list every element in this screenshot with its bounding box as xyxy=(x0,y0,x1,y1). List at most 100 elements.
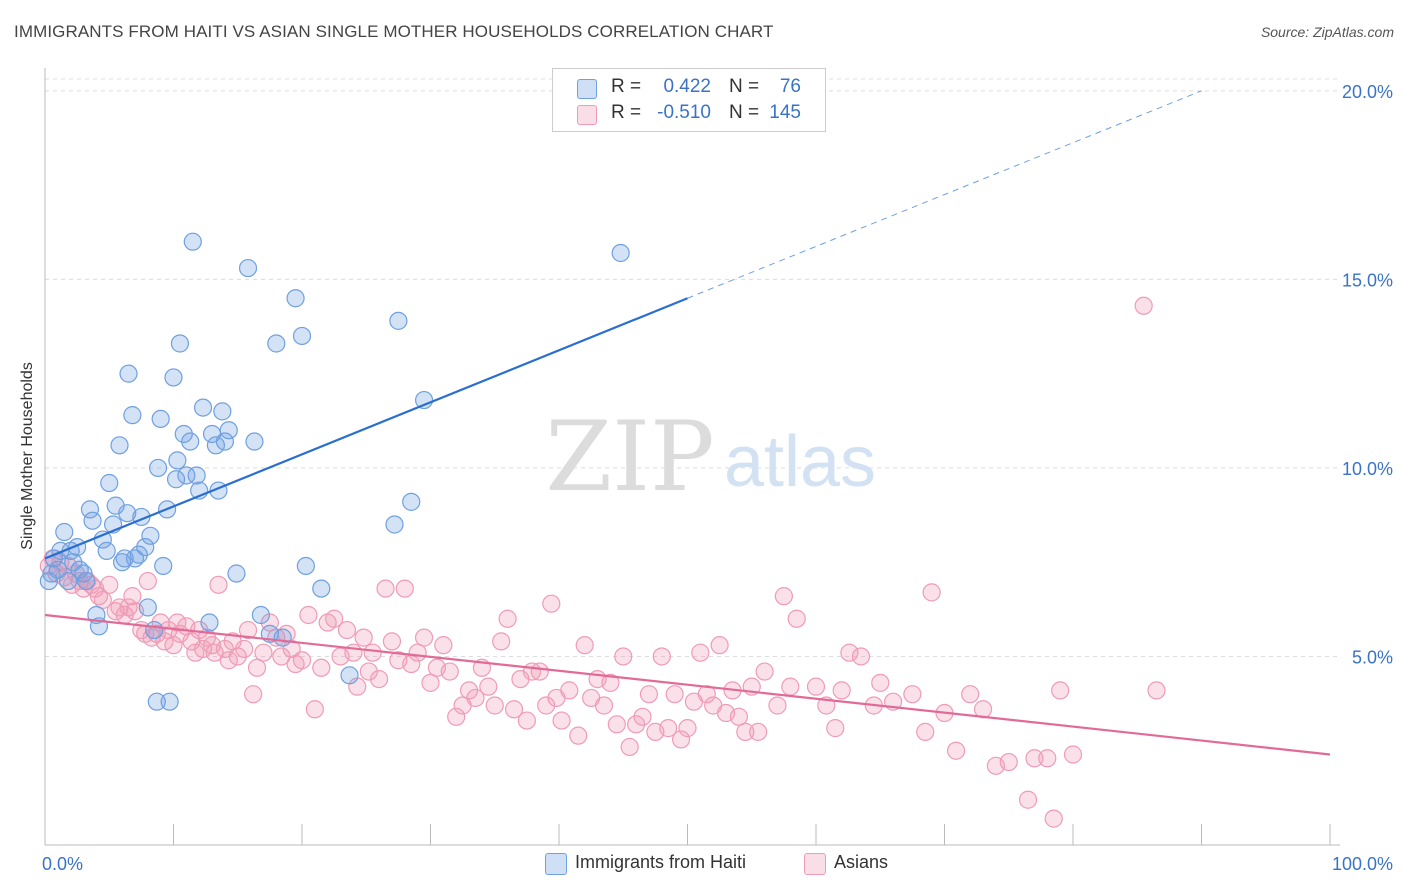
asians-point xyxy=(228,647,247,666)
asians-point xyxy=(922,583,941,602)
watermark: ZIP atlas xyxy=(545,401,876,513)
asians-point xyxy=(193,639,213,659)
haiti-point xyxy=(251,605,270,625)
haiti-trendline-extension xyxy=(687,90,1202,299)
stats-legend: R = 0.422 N = 76 R = -0.510 N = 145 xyxy=(552,68,826,132)
asians-point xyxy=(93,590,112,610)
asians-point xyxy=(659,719,678,738)
haiti-point xyxy=(611,243,630,263)
chart-source: Source: ZipAtlas.com xyxy=(1260,24,1394,40)
haiti-point xyxy=(227,564,246,583)
haiti-point xyxy=(118,504,137,523)
haiti-point xyxy=(100,473,119,493)
haiti-point xyxy=(97,541,116,560)
asians-point xyxy=(601,673,620,692)
legend-swatch-asians xyxy=(577,105,597,125)
haiti-point xyxy=(312,579,331,598)
haiti-point xyxy=(145,620,164,640)
asians-point xyxy=(916,722,935,741)
asians-point xyxy=(542,594,561,613)
haiti-point xyxy=(151,409,170,429)
haiti-point xyxy=(154,556,173,576)
asians-point xyxy=(1044,809,1063,828)
asians-point xyxy=(498,609,517,628)
haiti-point xyxy=(193,398,213,417)
legend-n-value: 145 xyxy=(769,102,801,123)
asians-point xyxy=(305,700,324,719)
tick-labels: 5.0% 10.0% 15.0% 20.0% 0.0% 100.0% xyxy=(42,82,1393,874)
asians-point xyxy=(639,685,659,704)
asians-point xyxy=(633,707,652,726)
asians-point xyxy=(678,719,697,738)
asians-point xyxy=(337,620,357,640)
asians-point xyxy=(826,719,845,738)
haiti-point xyxy=(55,522,74,542)
y-tick-label: 15.0% xyxy=(1342,270,1393,290)
legend-label-haiti: Immigrants from Haiti xyxy=(575,852,747,872)
x-tick-label: 100.0% xyxy=(1332,854,1393,874)
asians-point xyxy=(620,737,639,757)
asians-point xyxy=(376,579,395,598)
asians-point xyxy=(517,711,536,730)
x-tick-label: 0.0% xyxy=(42,854,83,874)
asians-point xyxy=(1025,749,1044,768)
haiti-point xyxy=(160,692,179,711)
asians-point xyxy=(774,587,793,606)
haiti-point xyxy=(183,232,202,251)
watermark-zip: ZIP xyxy=(545,401,714,513)
asians-point xyxy=(219,651,238,670)
asians-point xyxy=(123,587,142,606)
asians-point xyxy=(999,752,1018,772)
asians-point xyxy=(254,643,273,662)
haiti-point xyxy=(200,613,219,632)
asians-point xyxy=(421,673,440,692)
haiti-point xyxy=(267,334,286,353)
asians-point xyxy=(138,571,157,591)
asians-point xyxy=(238,620,258,640)
y-tick-label: 10.0% xyxy=(1342,459,1393,479)
asians-point xyxy=(100,575,119,594)
haiti-point xyxy=(238,258,258,278)
legend-r-label: R = xyxy=(611,102,642,123)
legend-r-value: 0.422 xyxy=(663,76,711,97)
asians-point xyxy=(691,643,710,662)
asians-point xyxy=(235,639,254,659)
y-tick-label: 5.0% xyxy=(1352,647,1393,667)
haiti-point xyxy=(174,424,193,444)
asians-point xyxy=(1063,745,1083,764)
asians-point xyxy=(205,643,224,662)
haiti-point xyxy=(296,556,315,576)
asians-point xyxy=(575,636,594,655)
asians-point xyxy=(209,575,228,594)
asians-point xyxy=(272,647,291,666)
asians-point xyxy=(768,696,787,715)
haiti-point xyxy=(64,553,83,572)
haiti-point xyxy=(48,560,67,579)
asians-point xyxy=(671,730,691,749)
asians-point xyxy=(168,613,187,632)
asians-point xyxy=(851,647,871,666)
asians-point xyxy=(552,711,571,730)
asians-point xyxy=(244,685,263,704)
haiti-point xyxy=(141,526,160,545)
asians-point xyxy=(697,685,716,704)
haiti-point xyxy=(129,545,148,564)
asians-point xyxy=(560,681,579,700)
haiti-point xyxy=(181,432,200,451)
haiti-point xyxy=(110,436,129,455)
asians-point xyxy=(459,681,479,700)
haiti-point xyxy=(148,458,168,478)
legend-n-value: 76 xyxy=(779,76,801,97)
asians-point xyxy=(614,647,633,666)
haiti-point xyxy=(136,538,155,557)
asians-point xyxy=(665,685,684,704)
haiti-point xyxy=(286,289,305,308)
haiti-point xyxy=(177,466,196,485)
legend-row-asians: R = -0.510 N = 145 xyxy=(553,101,825,127)
haiti-point xyxy=(213,402,232,421)
haiti-point xyxy=(273,628,292,647)
asians-point xyxy=(504,700,524,719)
asians-point xyxy=(626,715,646,734)
asians-point xyxy=(414,628,434,647)
asians-point xyxy=(408,643,427,662)
